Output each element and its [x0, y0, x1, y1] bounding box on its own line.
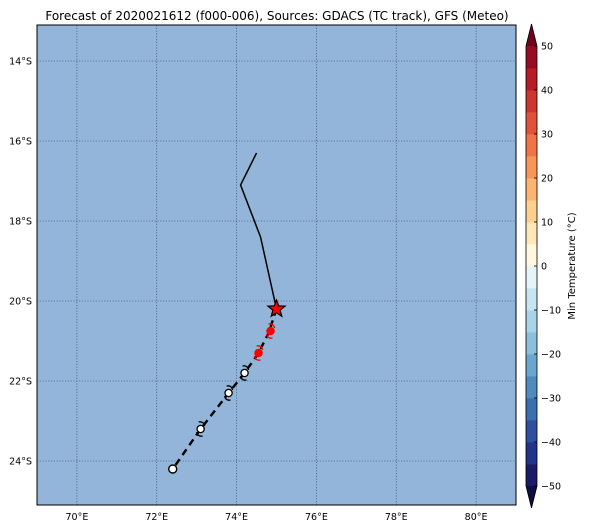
- x-tick-label: 74°E: [225, 512, 248, 523]
- x-tick-label: 78°E: [385, 512, 408, 523]
- colorbar-segment: [526, 376, 537, 399]
- colorbar-tick-label: −30: [541, 394, 561, 405]
- cyclone-symbol-arm: [253, 355, 261, 361]
- colorbar-segment: [526, 200, 537, 223]
- current-position-star: [266, 298, 287, 318]
- forecast-point: [168, 464, 178, 474]
- cyclone-track: [168, 152, 287, 474]
- forecast-point-marker: [266, 326, 275, 336]
- cyclone-symbol-arm: [223, 395, 231, 401]
- cyclone-symbol-arm: [196, 431, 203, 437]
- map-frame: [36, 24, 517, 506]
- colorbar-segment: [526, 288, 537, 311]
- colorbar-segment: [526, 310, 537, 333]
- y-tick-label: 22°S: [9, 377, 32, 388]
- forecast-point-marker: [196, 424, 205, 434]
- colorbar-tick-label: 20: [541, 174, 553, 185]
- y-tick-label: 14°S: [9, 57, 32, 68]
- colorbar-extend-min: [526, 486, 537, 508]
- cyclone-symbol-arm: [268, 323, 276, 329]
- cyclone-symbol-arm: [198, 421, 206, 427]
- y-tick-label: 24°S: [9, 457, 32, 468]
- colorbar-segment: [526, 332, 537, 355]
- x-tick-label: 76°E: [305, 512, 328, 523]
- figure-title: Forecast of 2020021612 (f000-006), Sourc…: [45, 9, 508, 23]
- colorbar-segment: [526, 464, 537, 487]
- y-tick-label: 18°S: [9, 217, 32, 228]
- colorbar-segment: [526, 420, 537, 443]
- colorbar-segment: [526, 244, 537, 267]
- colorbar-tick-label: −20: [541, 350, 561, 361]
- colorbar-segment: [526, 46, 537, 69]
- colorbar-segment: [526, 134, 537, 157]
- colorbar-tick-label: −10: [541, 306, 561, 317]
- forecast-point-marker: [224, 388, 233, 398]
- colorbar-extend-max: [526, 24, 537, 46]
- x-tick-label: 80°E: [465, 512, 488, 523]
- colorbar: −50 −40 −30 −20 −10 0 10 20 30 40 50 Min Temperatur…: [525, 23, 578, 509]
- x-tick-label: 70°E: [65, 512, 88, 523]
- colorbar-tick-label: 50: [541, 42, 553, 53]
- colorbar-tick-label: −40: [541, 438, 561, 449]
- map-panel: 70°E 72°E 74°E 76°E 78°E 80°E 14°S 16°S 18°S 20°…: [9, 24, 517, 523]
- colorbar-label: Min Temperature (°C): [567, 212, 578, 319]
- colorbar-segment: [526, 112, 537, 135]
- cyclone-symbol-arm: [226, 385, 234, 391]
- colorbar-tick-label: 40: [541, 86, 553, 97]
- cyclone-symbol-arm: [239, 375, 247, 381]
- map-background: [37, 25, 516, 505]
- colorbar-segment: [526, 266, 537, 289]
- colorbar-segment: [526, 178, 537, 201]
- colorbar-segment: [526, 442, 537, 465]
- colorbar-segment: [526, 354, 537, 377]
- colorbar-tick-label: 30: [541, 130, 553, 141]
- colorbar-tick-label: −50: [541, 482, 561, 493]
- colorbar-segment: [526, 90, 537, 113]
- past-track-line: [239, 152, 278, 310]
- y-tick-label: 20°S: [9, 297, 32, 308]
- colorbar-tick-label: 0: [541, 262, 547, 273]
- forecast-point-marker: [254, 348, 263, 358]
- cyclone-symbol-arm: [265, 333, 273, 339]
- colorbar-tick-label: 10: [541, 218, 553, 229]
- colorbar-segment: [526, 222, 537, 245]
- colorbar-segment: [526, 68, 537, 91]
- forecast-point-marker: [168, 464, 178, 474]
- x-axis: 70°E 72°E 74°E 76°E 78°E 80°E: [65, 512, 487, 523]
- y-tick-label: 16°S: [9, 137, 32, 148]
- forecast-point: [253, 345, 264, 361]
- cyclone-symbol-arm: [242, 365, 250, 371]
- colorbar-segment: [526, 398, 537, 421]
- forecast-point: [265, 323, 276, 339]
- x-tick-label: 72°E: [145, 512, 168, 523]
- forecast-point: [196, 421, 206, 437]
- cyclone-symbol-arm: [256, 345, 264, 351]
- colorbar-segment: [526, 156, 537, 179]
- y-axis: 14°S 16°S 18°S 20°S 22°S 24°S: [9, 57, 32, 468]
- forecast-point: [223, 385, 234, 401]
- forecast-point-marker: [240, 368, 249, 378]
- forecast-point: [239, 365, 250, 381]
